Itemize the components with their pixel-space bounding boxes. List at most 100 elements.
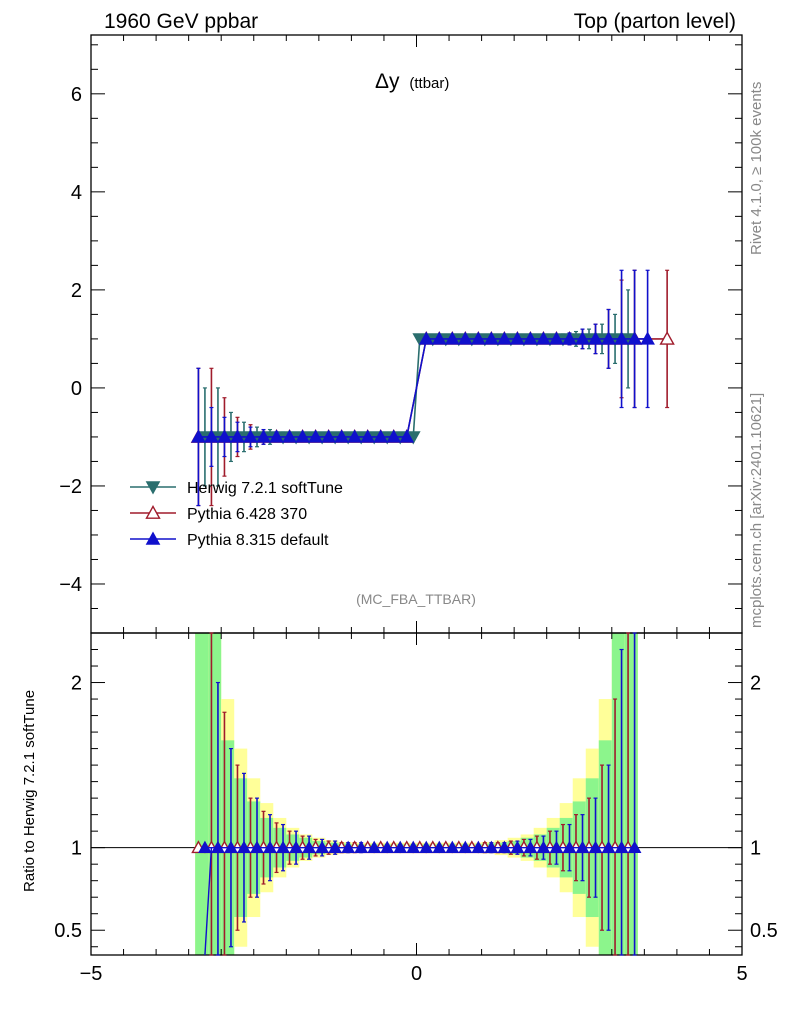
marker-triangle-up bbox=[217, 429, 232, 443]
series-line bbox=[198, 338, 648, 438]
marker-triangle-up bbox=[601, 840, 616, 853]
marker-triangle-up bbox=[237, 840, 251, 853]
marker-triangle-up bbox=[458, 840, 473, 853]
marker-triangle-up bbox=[224, 840, 238, 853]
band-inner bbox=[195, 633, 209, 955]
marker-triangle-up bbox=[484, 840, 499, 853]
marker-triangle-up bbox=[536, 840, 551, 853]
marker-triangle-up bbox=[588, 840, 603, 853]
marker-triangle-up-open bbox=[659, 330, 675, 345]
marker-triangle-up bbox=[380, 840, 395, 853]
band-inner bbox=[611, 633, 625, 955]
plot-title-main: Δy bbox=[375, 70, 400, 93]
marker-triangle-up bbox=[575, 331, 590, 345]
marker-triangle-up bbox=[308, 429, 323, 443]
ratio-frame bbox=[90, 632, 743, 956]
plot-title: Δy (ttbar) bbox=[375, 70, 449, 93]
marker-triangle-up bbox=[328, 840, 342, 853]
ratio-y-tick-label-right: 2 bbox=[750, 673, 761, 695]
main-y-tick-label: 6 bbox=[71, 84, 82, 106]
marker-triangle-up bbox=[614, 840, 629, 853]
x-tick-label: 0 bbox=[411, 963, 422, 985]
marker-triangle-up bbox=[399, 429, 415, 443]
marker-triangle-up bbox=[341, 840, 355, 853]
marker-triangle-up bbox=[432, 840, 447, 853]
header-left: 1960 GeV ppbar bbox=[104, 10, 258, 33]
marker-triangle-up bbox=[295, 429, 310, 443]
ratio-drop-line bbox=[204, 847, 213, 956]
marker-triangle-up bbox=[470, 331, 486, 345]
analysis-label: (MC_FBA_TTBAR) bbox=[356, 591, 476, 607]
marker-triangle-up bbox=[575, 840, 590, 853]
ratio-y-tick-label-right: 0.5 bbox=[750, 920, 778, 942]
main-y-tick-label: −4 bbox=[59, 574, 82, 596]
main-y-tick-label: 0 bbox=[71, 378, 82, 400]
marker-triangle-up bbox=[321, 429, 336, 443]
series-1 bbox=[190, 269, 675, 507]
marker-triangle-up bbox=[601, 331, 616, 345]
marker-triangle-up bbox=[419, 840, 434, 853]
ratio-y-tick-label-right: 1 bbox=[750, 838, 761, 860]
marker-triangle-up bbox=[289, 840, 303, 853]
legend-row: Pythia 8.315 default bbox=[130, 531, 329, 549]
x-tick-label: 5 bbox=[736, 963, 747, 985]
marker-triangle-up bbox=[523, 840, 538, 853]
marker-triangle-up bbox=[302, 840, 316, 853]
main-y-tick-label: 4 bbox=[71, 182, 82, 204]
marker-triangle-up bbox=[198, 840, 212, 853]
ratio-y-tick-label-left: 2 bbox=[71, 673, 82, 695]
x-tick-label: −5 bbox=[80, 963, 103, 985]
marker-triangle-up bbox=[588, 331, 603, 345]
ratio-series-2 bbox=[198, 632, 642, 956]
marker-triangle-up bbox=[230, 429, 245, 443]
marker-triangle-up bbox=[386, 429, 402, 443]
marker-triangle-up bbox=[627, 331, 642, 345]
ratio-y-tick-label-left: 1 bbox=[71, 838, 82, 860]
axes-and-ticks: −5 0 5 −4 −2 0 2 4 6 0.5 0.5 1 1 2 2 bbox=[54, 34, 778, 985]
marker-triangle-up bbox=[263, 840, 277, 853]
marker-triangle-up bbox=[315, 840, 329, 853]
marker-triangle-up bbox=[510, 840, 525, 853]
band-inner bbox=[208, 633, 222, 955]
marker-triangle-up bbox=[497, 840, 512, 853]
ratio-series bbox=[191, 632, 642, 956]
marker-triangle-up bbox=[191, 429, 206, 443]
marker-triangle-up bbox=[204, 429, 219, 443]
series-2 bbox=[191, 269, 655, 507]
marker-triangle-up bbox=[497, 331, 512, 345]
marker-triangle-up bbox=[347, 429, 363, 443]
ratio-y-tick-label-left: 0.5 bbox=[54, 920, 82, 942]
marker-triangle-up bbox=[536, 331, 551, 345]
marker-triangle-up bbox=[354, 840, 369, 853]
marker-triangle-up bbox=[640, 331, 655, 345]
band-inner bbox=[624, 633, 638, 955]
marker-triangle-up bbox=[445, 840, 460, 853]
ratio-uncertainty-bands bbox=[195, 633, 638, 955]
marker-triangle-down bbox=[145, 481, 161, 495]
marker-triangle-up bbox=[418, 331, 434, 345]
marker-triangle-up bbox=[549, 331, 564, 345]
legend: Herwig 7.2.1 softTune Pythia 6.428 370 Pyt… bbox=[130, 480, 343, 549]
legend-label: Herwig 7.2.1 softTune bbox=[187, 480, 343, 497]
side-label-top: Rivet 4.1.0, ≥ 100k events bbox=[748, 82, 765, 255]
marker-triangle-up bbox=[211, 840, 225, 853]
marker-triangle-up bbox=[471, 840, 486, 853]
marker-triangle-up bbox=[250, 840, 264, 853]
marker-triangle-up bbox=[510, 331, 525, 345]
marker-triangle-up bbox=[256, 429, 271, 443]
marker-triangle-up bbox=[457, 331, 473, 345]
marker-triangle-up bbox=[627, 840, 642, 853]
legend-row: Pythia 6.428 370 bbox=[130, 505, 307, 523]
marker-triangle-up bbox=[243, 429, 258, 443]
main-y-tick-label: 2 bbox=[71, 280, 82, 302]
marker-triangle-up bbox=[282, 429, 297, 443]
marker-triangle-up bbox=[523, 331, 538, 345]
marker-triangle-up bbox=[334, 429, 349, 443]
marker-triangle-up-open bbox=[145, 505, 161, 519]
side-label-bottom: mcplots.cern.ch [arXiv:2401.10621] bbox=[748, 393, 765, 628]
marker-triangle-up bbox=[269, 429, 284, 443]
marker-triangle-up bbox=[562, 331, 577, 345]
marker-triangle-up bbox=[145, 531, 161, 545]
marker-triangle-up bbox=[373, 429, 389, 443]
